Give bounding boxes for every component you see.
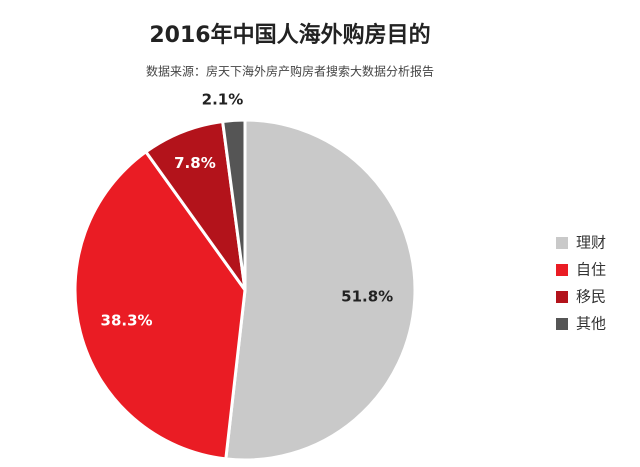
legend-label: 移民: [576, 288, 606, 306]
legend-swatch: [556, 318, 568, 330]
pie-slice: [224, 118, 417, 462]
legend-label: 其他: [576, 315, 606, 333]
legend-label: 理财: [576, 234, 606, 252]
legend-swatch: [556, 264, 568, 276]
legend-swatch: [556, 291, 568, 303]
chart-title: 2016年中国人海外购房目的: [149, 22, 430, 48]
value-label: 2.1%: [202, 91, 244, 109]
pie-slice: [220, 118, 247, 291]
chart-subtitle: 数据来源：房天下海外房产购房者搜索大数据分析报告: [146, 64, 434, 79]
value-label: 38.3%: [101, 311, 153, 329]
value-label: 51.8%: [341, 287, 393, 305]
legend-label: 自住: [576, 261, 606, 279]
legend-swatch: [556, 237, 568, 249]
pie-slice: [73, 149, 247, 461]
value-label: 7.8%: [174, 154, 216, 172]
